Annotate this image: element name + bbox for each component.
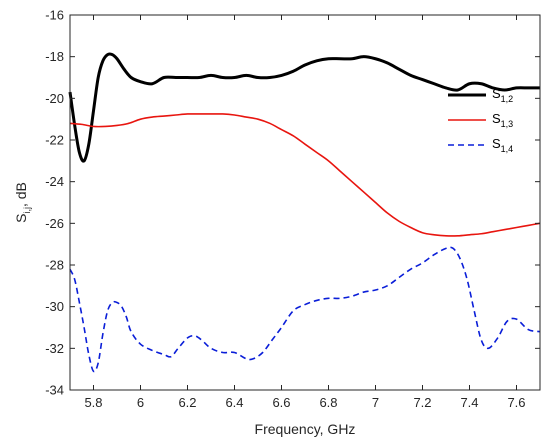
y-tick-label: -24 bbox=[45, 174, 64, 189]
y-tick-label: -34 bbox=[45, 383, 64, 398]
x-tick-label: 6.8 bbox=[319, 395, 337, 410]
ticks-layer: 5.8 6 6.2 6.4 6.6 6.8 7 7.2 7.4 7.6 -34 -32 -30 -28 -2… bbox=[45, 8, 540, 410]
series-layer bbox=[68, 52, 541, 373]
y-tick-label: -20 bbox=[45, 91, 64, 106]
y-axis-label-main: S bbox=[13, 214, 29, 223]
y-axis-label-suffix: , dB bbox=[13, 182, 29, 207]
legend-label-2: S1,3 bbox=[492, 111, 513, 129]
plot-area bbox=[70, 15, 540, 390]
series-line-1 bbox=[68, 52, 540, 163]
legend: S1,2 S1,3 S1,4 bbox=[448, 86, 513, 154]
y-tick-label: -28 bbox=[45, 258, 64, 273]
x-tick-label: 7.4 bbox=[460, 395, 478, 410]
y-tick-label: -22 bbox=[45, 133, 64, 148]
x-tick-label: 7.2 bbox=[413, 395, 431, 410]
plot-frame bbox=[69, 14, 541, 391]
legend-label-1: S1,2 bbox=[492, 86, 513, 104]
legend-label-3: S1,4 bbox=[492, 136, 513, 154]
y-tick-label: -30 bbox=[45, 299, 64, 314]
x-tick-label: 6.4 bbox=[225, 395, 243, 410]
x-tick-label: 7 bbox=[372, 395, 379, 410]
x-tick-label: 5.8 bbox=[84, 395, 102, 410]
series-line-3 bbox=[69, 246, 541, 373]
y-tick-label: -18 bbox=[45, 49, 64, 64]
x-tick-label: 7.6 bbox=[507, 395, 525, 410]
x-tick-label: 6 bbox=[137, 395, 144, 410]
y-axis-label-sub: i,j bbox=[22, 207, 32, 214]
y-tick-label: -32 bbox=[45, 341, 64, 356]
y-tick-label: -26 bbox=[45, 216, 64, 231]
y-tick-label: -16 bbox=[45, 8, 64, 23]
y-axis-label: Si,j, dB bbox=[13, 182, 32, 223]
series-line-2 bbox=[69, 113, 541, 237]
x-axis-label: Frequency, GHz bbox=[255, 421, 356, 437]
x-tick-label: 6.2 bbox=[178, 395, 196, 410]
x-tick-label: 6.6 bbox=[272, 395, 290, 410]
